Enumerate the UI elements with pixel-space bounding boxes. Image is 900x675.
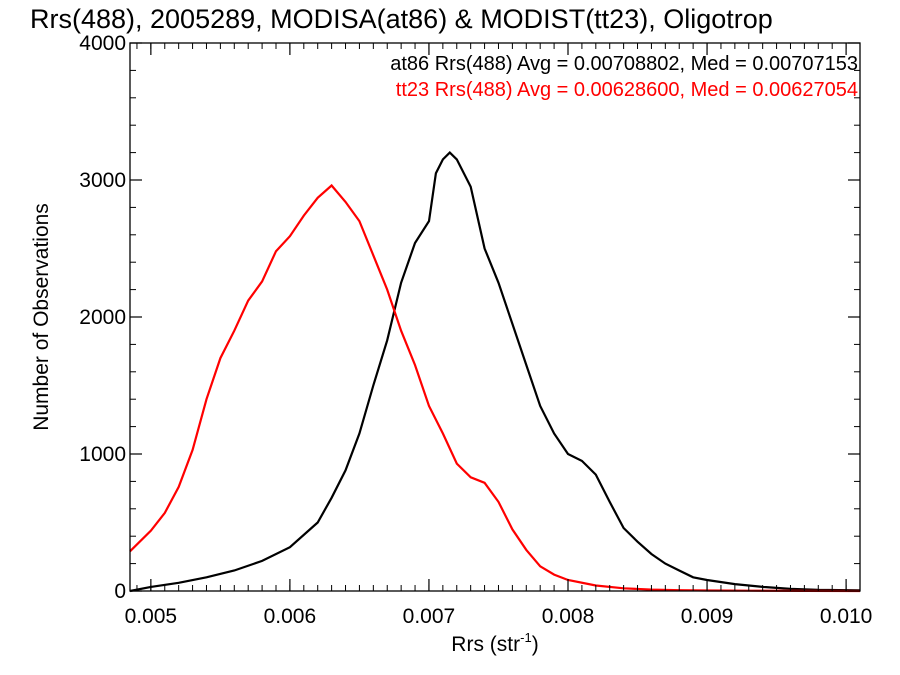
y-tick-label: 2000: [79, 306, 126, 329]
legend: at86 Rrs(488) Avg = 0.00708802, Med = 0.…: [390, 53, 858, 101]
x-tick-label: 0.007: [403, 605, 456, 628]
y-axis-title: Number of Observations: [30, 203, 53, 431]
x-axis-title-superscript: -1: [520, 630, 532, 645]
chart-title: Rrs(488), 2005289, MODISA(at86) & MODIST…: [30, 4, 773, 34]
y-tick-label: 4000: [79, 32, 126, 55]
tick-layer: 0.005 0.006 0.007 0.008 0.009 0.010 0 1000 2000 3…: [79, 32, 872, 628]
x-axis-title-close: ): [532, 633, 539, 656]
x-axis-title: Rrs (str-1): [451, 630, 538, 656]
x-tick-label: 0.006: [264, 605, 317, 628]
y-tick-label: 3000: [79, 169, 126, 192]
legend-entry-tt23: tt23 Rrs(488) Avg = 0.00628600, Med = 0.…: [396, 79, 858, 101]
y-tick-label: 0: [114, 580, 126, 603]
y-tick-label: 1000: [79, 443, 126, 466]
x-axis-title-main: Rrs (str: [451, 633, 520, 656]
x-tick-label: 0.010: [820, 605, 873, 628]
x-tick-label: 0.005: [125, 605, 178, 628]
x-tick-label: 0.009: [681, 605, 734, 628]
legend-entry-at86: at86 Rrs(488) Avg = 0.00708802, Med = 0.…: [390, 53, 858, 75]
x-tick-label: 0.008: [542, 605, 595, 628]
series-line-at86: [129, 151, 861, 593]
